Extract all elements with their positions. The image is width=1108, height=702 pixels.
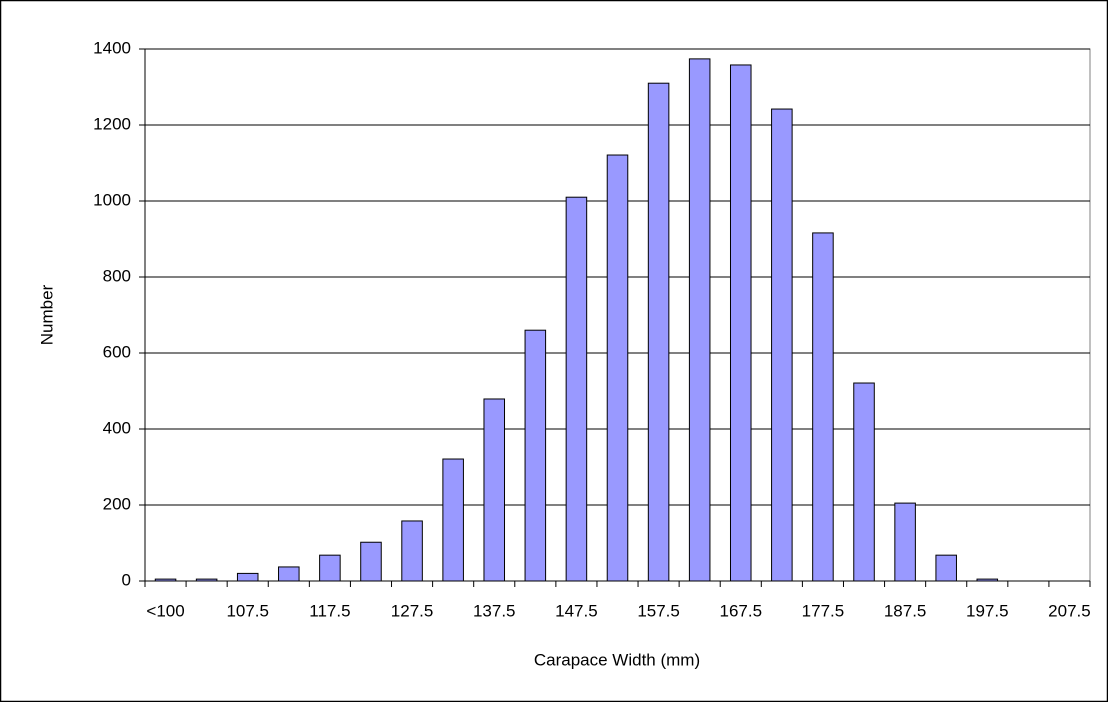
x-tick-label: 147.5 (555, 601, 598, 620)
bar (976, 578, 999, 582)
x-tick-label: <100 (146, 601, 184, 620)
bar (401, 520, 423, 582)
bar (195, 578, 218, 582)
bar (524, 329, 547, 582)
y-tick-label: 0 (122, 570, 131, 589)
bar (483, 398, 506, 582)
bar (565, 196, 588, 582)
y-tick-label: 1000 (93, 190, 131, 209)
x-tick-label: 157.5 (637, 601, 680, 620)
x-tick-label: 117.5 (309, 601, 350, 620)
x-tick-label: 197.5 (966, 601, 1009, 620)
x-tick-label: 167.5 (719, 601, 762, 620)
bar (236, 572, 259, 582)
bar (812, 232, 834, 582)
x-tick-label: 207.5 (1048, 601, 1091, 620)
y-tick-label: 400 (103, 418, 131, 437)
bar (360, 541, 382, 582)
x-tick-label: 107.5 (226, 601, 269, 620)
bar (319, 554, 341, 582)
y-axis-title: Number (37, 284, 56, 345)
y-tick-label: 600 (103, 342, 131, 361)
x-tick-label: 137.5 (473, 601, 516, 620)
bar (278, 566, 300, 582)
bar (771, 108, 793, 582)
bar (606, 154, 629, 582)
x-tick-label: 187.5 (884, 601, 927, 620)
bar (894, 502, 916, 582)
bar (853, 382, 875, 582)
bar (442, 458, 464, 582)
bar (688, 58, 711, 582)
bar (935, 554, 957, 582)
x-axis-title: Carapace Width (mm) (534, 650, 700, 669)
y-tick-label: 1400 (93, 38, 131, 57)
y-tick-label: 1200 (93, 114, 131, 133)
bar (729, 64, 752, 582)
bar (154, 578, 177, 582)
y-tick-label: 800 (103, 266, 131, 285)
x-tick-label: 127.5 (391, 601, 434, 620)
x-tick-label: 177.5 (802, 601, 845, 620)
bar (647, 82, 670, 582)
y-tick-label: 200 (103, 494, 131, 513)
